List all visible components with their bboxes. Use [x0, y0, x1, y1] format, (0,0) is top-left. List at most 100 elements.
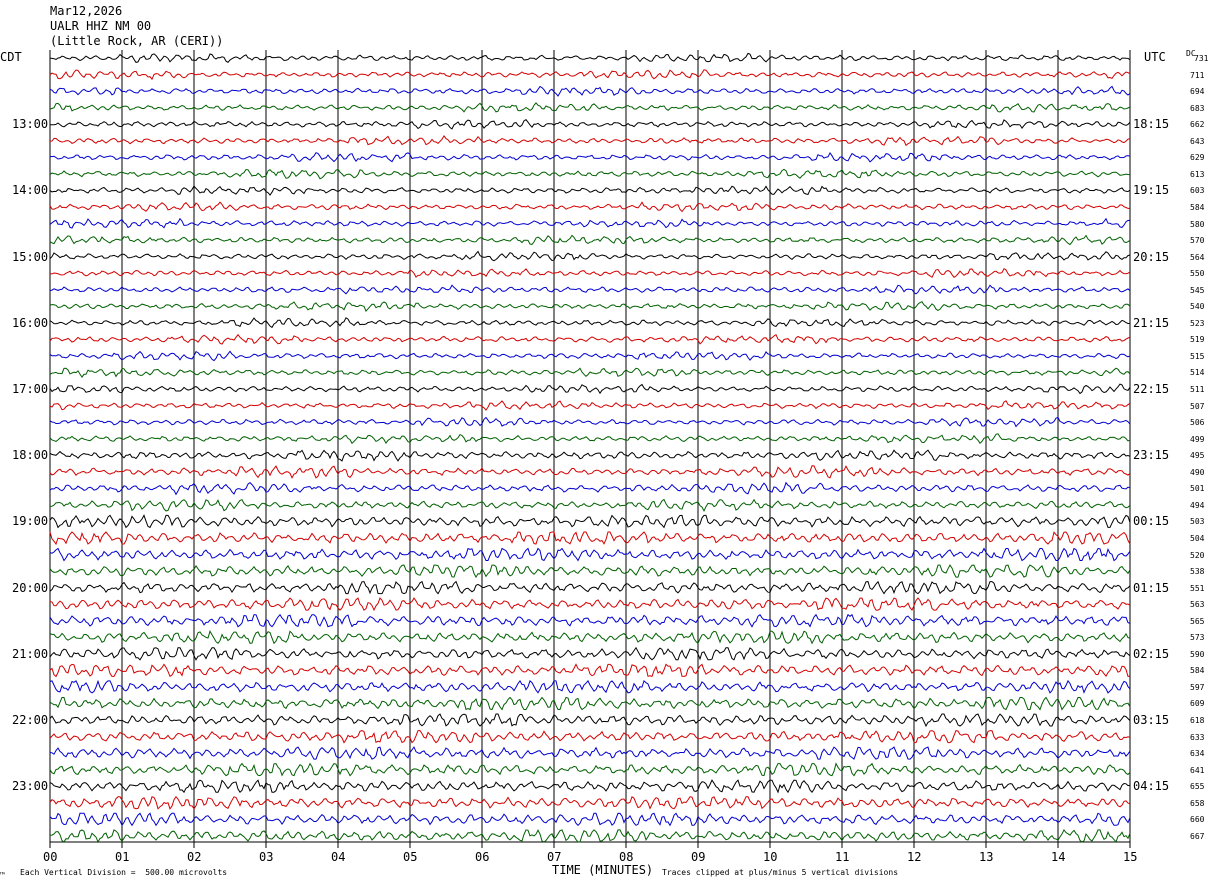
dc-offset-label: 519: [1190, 335, 1205, 345]
dc-offset-label: 641: [1190, 765, 1205, 775]
trace-row-19: [49, 350, 1131, 362]
dc-offset-label: 499: [1190, 434, 1205, 444]
trace-row-11: [49, 217, 1131, 229]
dc-offset-label: 507: [1190, 401, 1205, 411]
dc-offset-label: 584: [1190, 666, 1205, 676]
dc-offset-label: 658: [1190, 798, 1205, 808]
trace-row-1: [49, 52, 1131, 63]
right-hour-label: 20:15: [1133, 249, 1170, 264]
dc-offset-label: 506: [1190, 418, 1205, 428]
trace-row-43: [49, 746, 1131, 760]
left-hour-label: 21:00: [12, 646, 49, 661]
dc-offset-label: 590: [1190, 649, 1205, 659]
dc-offset-label: 495: [1190, 451, 1205, 461]
dc-offset-label: 514: [1190, 368, 1205, 378]
trace-row-2: [49, 69, 1131, 81]
trace-row-29: [49, 514, 1131, 529]
x-axis-label: TIME (MINUTES): [552, 863, 654, 877]
right-hour-label: 02:15: [1133, 646, 1170, 661]
dc-offset-label: 667: [1190, 831, 1205, 841]
x-tick-label: 01: [115, 850, 130, 864]
trace-row-39: [49, 679, 1131, 694]
dc-offset-label: 490: [1190, 467, 1205, 477]
dc-offset-label: 633: [1190, 732, 1205, 742]
dc-offset-label: 503: [1190, 517, 1205, 527]
trace-row-15: [49, 284, 1131, 295]
dc-offset-label: 597: [1190, 682, 1205, 692]
record-date: Mar12,2026: [50, 4, 123, 18]
trace-row-42: [49, 730, 1131, 744]
trace-row-4: [49, 102, 1131, 113]
dc-offset-label: 584: [1190, 202, 1205, 212]
trace-row-32: [49, 564, 1131, 579]
dc-offset-label: 613: [1190, 169, 1205, 179]
dc-offset-label: 711: [1190, 70, 1205, 80]
left-hour-label: 19:00: [12, 514, 49, 529]
x-tick-label: 12: [907, 850, 922, 864]
x-tick-label: 02: [187, 850, 202, 864]
trace-row-46: [49, 795, 1131, 810]
trace-rows: [49, 52, 1131, 844]
trace-row-34: [49, 597, 1131, 612]
x-tick-label: 07: [547, 850, 562, 864]
trace-row-22: [49, 400, 1131, 411]
left-hour-label: 23:00: [12, 779, 49, 794]
x-tick-label: 03: [259, 850, 274, 864]
dc-offset-label: 523: [1190, 318, 1205, 328]
trace-row-25: [49, 449, 1131, 462]
trace-row-45: [49, 779, 1131, 794]
dc-offset-label: 662: [1190, 120, 1205, 130]
trace-row-9: [49, 185, 1131, 196]
left-hour-label: 18:00: [12, 448, 49, 463]
dc-offset-label: 609: [1190, 699, 1205, 709]
dc-offset-label: 501: [1190, 484, 1205, 494]
dc-offset-label: 540: [1190, 302, 1205, 312]
left-hour-label: 14:00: [12, 183, 49, 198]
trace-row-41: [49, 713, 1131, 728]
trace-row-38: [49, 663, 1131, 678]
trace-row-3: [49, 85, 1131, 97]
dc-offset-label: 603: [1190, 186, 1205, 196]
dc-offset-label: 580: [1190, 219, 1205, 229]
trace-row-37: [49, 646, 1131, 661]
dc-offset-label: 573: [1190, 633, 1205, 643]
dc-offset-label: 550: [1190, 269, 1205, 279]
dc-offset-label: 538: [1190, 567, 1205, 577]
trace-row-5: [49, 119, 1131, 130]
trace-row-27: [49, 481, 1131, 496]
trace-row-44: [49, 762, 1131, 777]
trace-row-48: [49, 828, 1131, 844]
x-tick-label: 06: [475, 850, 490, 864]
dc-offset-label: 683: [1190, 103, 1205, 113]
right-hour-label: 19:15: [1133, 183, 1170, 198]
x-tick-label: 05: [403, 850, 418, 864]
right-hour-label: 01:15: [1133, 580, 1170, 595]
trace-row-21: [49, 383, 1131, 395]
trace-row-40: [49, 696, 1131, 711]
dc-offset-label: 660: [1190, 815, 1205, 825]
trace-row-23: [49, 416, 1131, 428]
right-hour-label: 00:15: [1133, 514, 1170, 529]
trace-row-36: [49, 630, 1131, 645]
trace-row-28: [49, 498, 1131, 513]
trace-row-7: [50, 151, 1131, 163]
trace-row-10: [49, 201, 1131, 213]
trace-row-35: [49, 613, 1131, 628]
dc-offset-label: 551: [1190, 583, 1205, 593]
dc-offset-label: 563: [1190, 600, 1205, 610]
trace-row-47: [49, 812, 1131, 827]
x-tick-label: 15: [1123, 850, 1138, 864]
left-hour-label: 22:00: [12, 713, 49, 727]
dc-offset-label: 643: [1190, 136, 1205, 146]
right-hour-label: 23:15: [1133, 448, 1170, 463]
station-location: (Little Rock, AR (CERI)): [50, 34, 224, 48]
dc-offset-label: 515: [1190, 351, 1205, 361]
dc-offset-label: 618: [1190, 716, 1205, 725]
x-tick-label: 09: [691, 850, 706, 864]
x-tick-label: 11: [835, 850, 850, 864]
trace-row-6: [49, 134, 1131, 147]
x-tick-label: 14: [1051, 850, 1066, 864]
dc-offset-label: 694: [1190, 87, 1205, 97]
right-hour-label: 18:15: [1133, 117, 1170, 132]
dc-offset-label: 564: [1190, 252, 1205, 262]
